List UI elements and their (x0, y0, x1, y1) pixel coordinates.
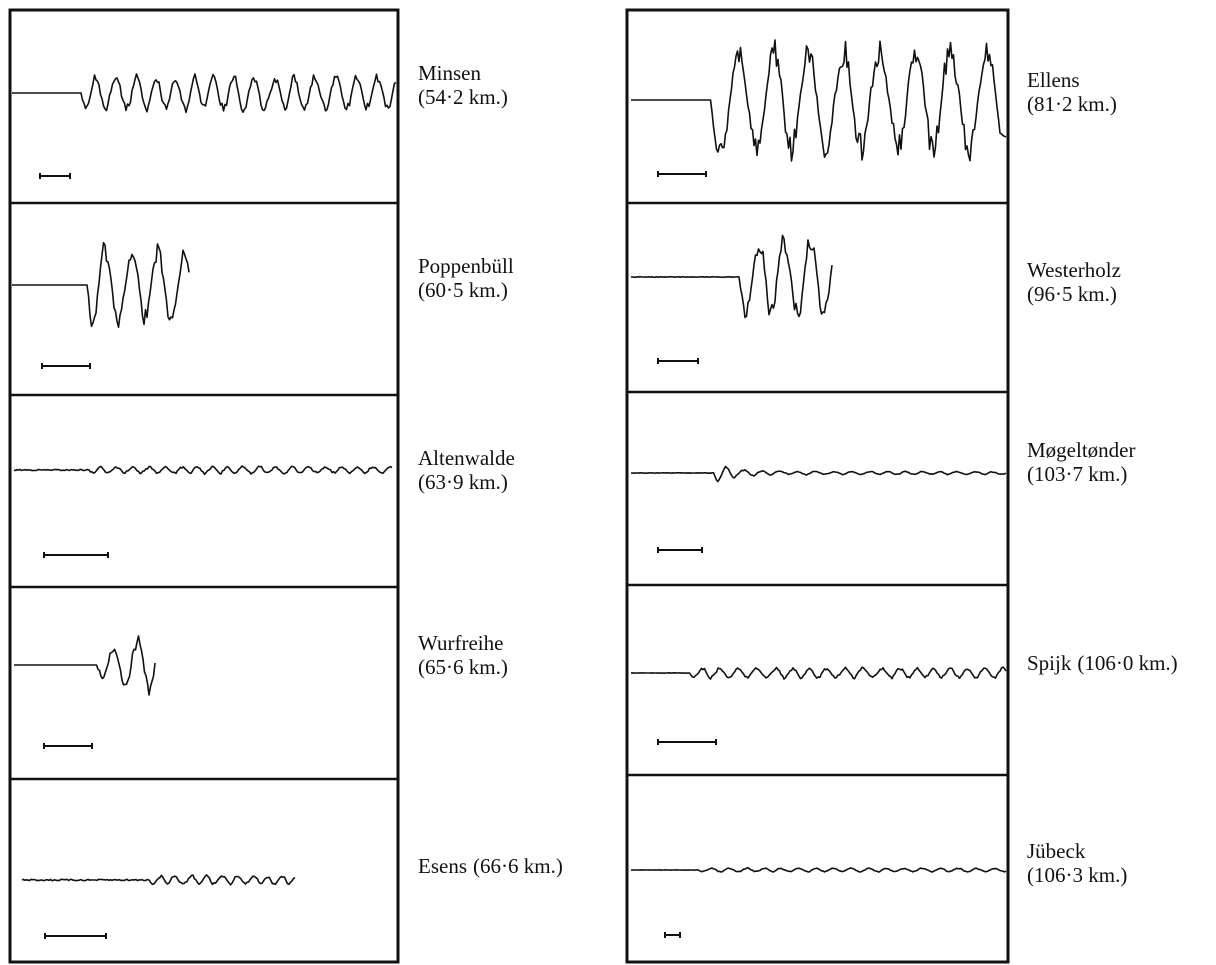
seismogram-trace (22, 875, 295, 885)
seismogram-trace (14, 466, 392, 474)
station-name: Esens (418, 854, 467, 878)
station-distance: (103·7 km.) (1027, 462, 1127, 486)
station-distance: (81·2 km.) (1027, 92, 1117, 116)
station-distance: (65·6 km.) (418, 655, 508, 679)
station-label: Wurfreihe(65·6 km.) (418, 631, 508, 679)
seismogram-trace (631, 667, 1006, 679)
station-name: Møgeltønder (1027, 438, 1135, 462)
station-label: Poppenbüll(60·5 km.) (418, 254, 514, 302)
station-distance: (54·2 km.) (418, 85, 508, 109)
page: {"panels": [ {"station": "Minsen", "dist… (0, 0, 1216, 965)
station-distance: (66·6 km.) (473, 854, 563, 878)
station-name: Jübeck (1027, 839, 1086, 863)
station-distance: (63·9 km.) (418, 470, 508, 494)
seismogram-trace (631, 40, 1006, 161)
station-label: Esens(66·6 km.) (418, 854, 563, 878)
station-label: Ellens(81·2 km.) (1027, 68, 1117, 116)
station-label: Minsen(54·2 km.) (418, 61, 508, 109)
figure: Minsen(54·2 km.) Poppenbüll(60·5 km.) Alte… (0, 0, 1216, 965)
right-frame (627, 10, 1008, 962)
station-name: Westerholz (1027, 258, 1121, 282)
seismogram-trace (12, 243, 189, 328)
station-distance: (96·5 km.) (1027, 282, 1117, 306)
seismogram-trace (631, 868, 1006, 872)
station-name: Ellens (1027, 68, 1080, 92)
station-label: Westerholz(96·5 km.) (1027, 258, 1121, 306)
station-label: Jübeck(106·3 km.) (1027, 839, 1127, 887)
station-name: Poppenbüll (418, 254, 514, 278)
station-name: Spijk (1027, 651, 1072, 675)
station-distance: (106·3 km.) (1027, 863, 1127, 887)
station-name: Altenwalde (418, 446, 515, 470)
left-frame (10, 10, 398, 962)
station-name: Wurfreihe (418, 631, 503, 655)
seismogram-trace (631, 235, 832, 317)
station-distance: (106·0 km.) (1077, 651, 1177, 675)
seismogram-trace (12, 74, 396, 112)
station-label: Altenwalde(63·9 km.) (418, 446, 515, 494)
station-name: Minsen (418, 61, 482, 85)
station-label: Spijk(106·0 km.) (1027, 651, 1178, 675)
seismogram-trace (14, 636, 155, 695)
seismogram-trace (631, 467, 1006, 482)
station-distance: (60·5 km.) (418, 278, 508, 302)
station-label: Møgeltønder(103·7 km.) (1027, 438, 1135, 486)
